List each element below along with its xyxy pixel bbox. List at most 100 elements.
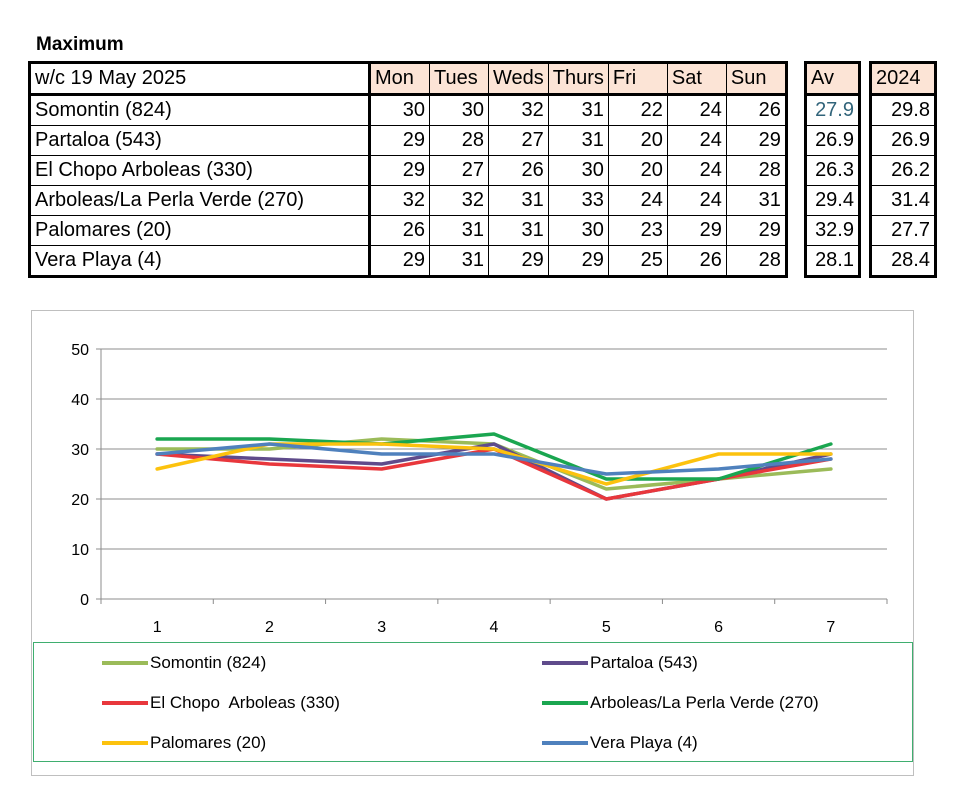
- table-cell: 24: [607, 185, 668, 216]
- legend-label: Palomares (20): [150, 733, 267, 752]
- week-label: w/c 19 May 2025: [28, 61, 371, 96]
- series-line-vera-playa-4: [155, 442, 833, 476]
- table-row: El Chopo Arboleas (330) 29 27 26 30 20 2…: [28, 155, 788, 186]
- table-cell: 27: [429, 155, 489, 186]
- table-cell: 26: [488, 155, 549, 186]
- day-header-tues: Tues: [429, 61, 489, 96]
- chart-svg: 0 10 20 30 40 50 1 2 3 4 5 6 7: [71, 342, 888, 636]
- temperature-table: w/c 19 May 2025 Mon Tues Weds Thurs Fri …: [28, 61, 788, 278]
- station-name: Arboleas/La Perla Verde (270): [28, 185, 371, 216]
- table-cell: 31: [547, 125, 609, 156]
- avg-header: Av: [804, 61, 861, 96]
- table-cell: 29: [369, 155, 430, 186]
- table-cell: 31: [429, 215, 489, 246]
- avg-cell: 32.9: [804, 215, 861, 246]
- year-cell: 27.7: [869, 215, 937, 246]
- table-cell: 24: [666, 185, 727, 216]
- table-cell: 22: [607, 94, 668, 126]
- table-row: Partaloa (543) 29 28 27 31 20 24 29: [28, 125, 788, 156]
- table-cell: 24: [666, 155, 727, 186]
- table-cell: 31: [725, 185, 788, 216]
- y-tick-label: 50: [71, 342, 89, 359]
- legend-label: Vera Playa (4): [590, 733, 698, 752]
- table-row: Arboleas/La Perla Verde (270) 32 32 31 3…: [28, 185, 788, 216]
- table-cell: 20: [607, 155, 668, 186]
- y-tick-label: 40: [71, 392, 89, 409]
- legend-label: Somontin (824): [150, 653, 267, 672]
- table-cell: 23: [607, 215, 668, 246]
- year-cell: 31.4: [869, 185, 937, 216]
- legend-label: Partaloa (543): [590, 653, 698, 672]
- x-tick-label: 4: [490, 619, 499, 636]
- table-cell: 29: [369, 125, 430, 156]
- day-header-weds: Weds: [488, 61, 549, 96]
- avg-cell: 28.1: [804, 245, 861, 278]
- day-header-thurs: Thurs: [547, 61, 609, 96]
- table-cell: 33: [547, 185, 609, 216]
- legend-label: Arboleas/La Perla Verde (270): [590, 693, 819, 712]
- table-cell: 32: [429, 185, 489, 216]
- table-cell: 25: [607, 245, 668, 278]
- legend-swatch: [102, 741, 148, 745]
- table-cell: 29: [488, 245, 549, 278]
- table-cell: 24: [666, 125, 727, 156]
- year-header: 2024: [869, 61, 937, 96]
- legend-swatch: [102, 701, 148, 705]
- table-header-row: w/c 19 May 2025 Mon Tues Weds Thurs Fri …: [28, 61, 788, 96]
- table-cell: 28: [725, 245, 788, 278]
- legend-item: Partaloa (543): [542, 651, 698, 675]
- legend-swatch: [542, 661, 588, 665]
- x-tick-label: 1: [153, 619, 162, 636]
- y-tick-label: 10: [71, 542, 89, 559]
- x-tick-label: 7: [826, 619, 835, 636]
- legend-swatch: [542, 701, 588, 705]
- x-tick-label: 5: [602, 619, 611, 636]
- day-header-mon: Mon: [369, 61, 430, 96]
- table-cell: 30: [369, 94, 430, 126]
- table-cell: 30: [547, 215, 609, 246]
- avg-cell: 27.9: [804, 94, 861, 126]
- table-row: Somontin (824) 30 30 32 31 22 24 26: [28, 94, 788, 126]
- year-table: 2024 29.8 26.9 26.2 31.4 27.7 28.4: [869, 61, 937, 278]
- table-cell: 29: [369, 245, 430, 278]
- year-cell: 28.4: [869, 245, 937, 278]
- table-heading: Maximum: [36, 34, 124, 55]
- table-cell: 31: [429, 245, 489, 278]
- table-cell: 32: [488, 94, 549, 126]
- legend-swatch: [102, 661, 148, 665]
- station-name: Partaloa (543): [28, 125, 371, 156]
- year-cell: 26.9: [869, 125, 937, 156]
- table-cell: 26: [369, 215, 430, 246]
- avg-cell: 26.9: [804, 125, 861, 156]
- day-header-sat: Sat: [666, 61, 727, 96]
- table-cell: 31: [547, 94, 609, 126]
- station-name: Palomares (20): [28, 215, 371, 246]
- table-cell: 20: [607, 125, 668, 156]
- axes: 0 10 20 30 40 50 1 2 3 4 5 6 7: [71, 342, 888, 636]
- table-cell: 30: [547, 155, 609, 186]
- table-cell: 26: [725, 94, 788, 126]
- y-tick-label: 30: [71, 442, 89, 459]
- table-cell: 27: [488, 125, 549, 156]
- table-cell: 24: [666, 94, 727, 126]
- avg-cell: 26.3: [804, 155, 861, 186]
- station-name: Somontin (824): [28, 94, 371, 126]
- legend-item: El Chopo Arboleas (330): [102, 691, 340, 715]
- table-cell: 29: [725, 215, 788, 246]
- station-name: Vera Playa (4): [28, 245, 371, 278]
- x-tick-label: 2: [265, 619, 274, 636]
- series-lines: [155, 432, 833, 501]
- table-cell: 29: [547, 245, 609, 278]
- station-name: El Chopo Arboleas (330): [28, 155, 371, 186]
- legend-swatch: [542, 741, 588, 745]
- table-cell: 31: [488, 185, 549, 216]
- table-row: Palomares (20) 26 31 31 30 23 29 29: [28, 215, 788, 246]
- table-cell: 28: [429, 125, 489, 156]
- table-cell: 29: [666, 215, 727, 246]
- year-cell: 26.2: [869, 155, 937, 186]
- year-cell: 29.8: [869, 94, 937, 126]
- table-cell: 31: [488, 215, 549, 246]
- table-cell: 29: [725, 125, 788, 156]
- legend-item: Somontin (824): [102, 651, 266, 675]
- table-cell: 28: [725, 155, 788, 186]
